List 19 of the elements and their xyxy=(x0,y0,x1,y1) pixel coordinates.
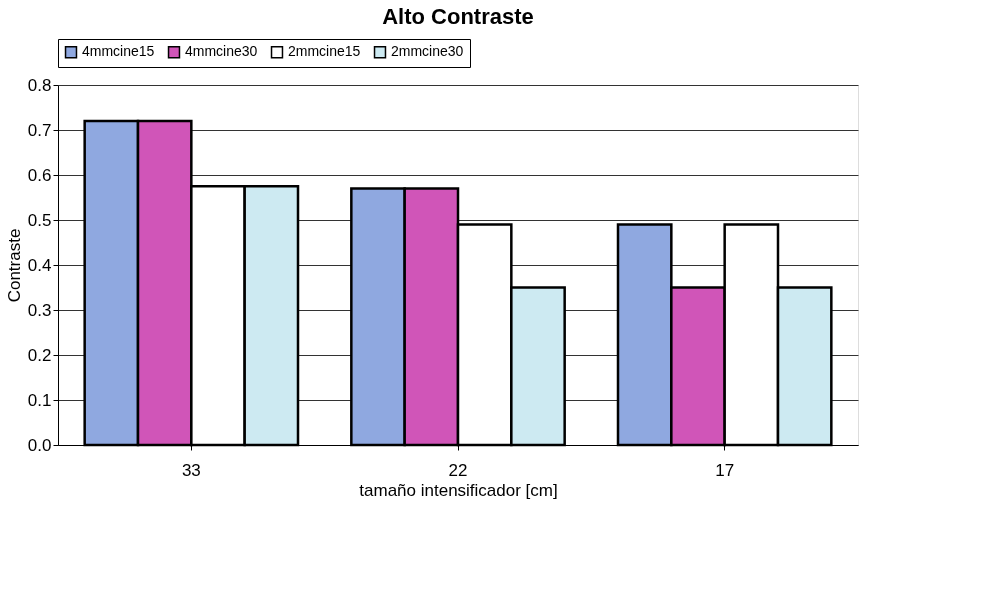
legend-label: 4mmcine15 xyxy=(82,43,155,60)
y-tick-label: 0.2 xyxy=(27,345,52,365)
chart-title: Alto Contraste xyxy=(382,3,534,29)
y-axis-title: Contraste xyxy=(4,228,24,303)
y-tick-label: 0.4 xyxy=(27,255,52,275)
y-tick-label: 0.8 xyxy=(27,75,52,95)
legend-label: 2mmcine30 xyxy=(391,43,464,60)
legend-label: 4mmcine30 xyxy=(185,43,258,60)
y-tick-label: 0.3 xyxy=(27,300,52,320)
y-tick-label: 0.1 xyxy=(27,390,52,410)
x-tick-label: 17 xyxy=(715,460,735,480)
legend-label: 2mmcine15 xyxy=(288,43,361,60)
y-tick-label: 0.7 xyxy=(27,120,52,140)
x-axis-title: tamaño intensificador [cm] xyxy=(359,480,558,500)
y-tick-label: 0.6 xyxy=(27,165,52,185)
y-tick-label: 0.0 xyxy=(27,435,52,455)
x-tick-label: 22 xyxy=(448,460,468,480)
x-tick-label: 33 xyxy=(181,460,201,480)
y-tick-label: 0.5 xyxy=(27,210,52,230)
